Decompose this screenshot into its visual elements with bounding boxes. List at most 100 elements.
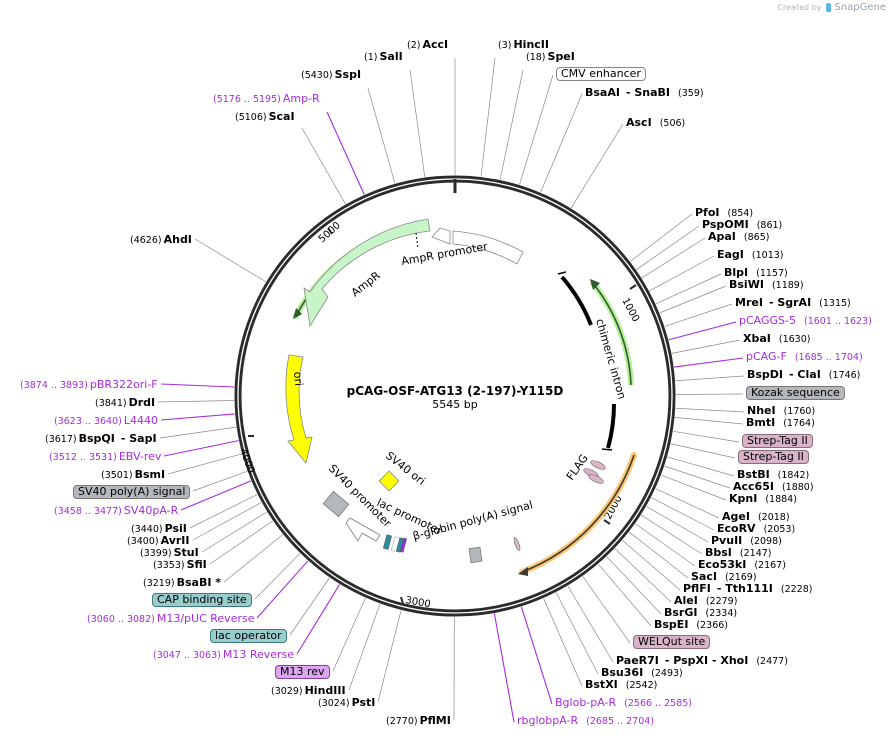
primer-name: rbglobpA-R: [517, 714, 579, 727]
position-label: (2493): [651, 668, 683, 679]
primer-amp-r[interactable]: (5176 .. 5195) Amp-R: [211, 92, 320, 106]
feature-lac-operator[interactable]: lac operator: [210, 629, 287, 643]
position-label: (1746): [828, 370, 861, 381]
enzyme-site-scai[interactable]: (5106) ScaI: [233, 110, 295, 124]
enzyme-site-bstbi[interactable]: BstBI (1842): [737, 468, 811, 482]
enzyme-site-bspdi[interactable]: BspDI - ClaI (1746): [747, 368, 862, 382]
enzyme-site-bsrgi[interactable]: BsrGI (2334): [664, 606, 739, 620]
enzyme-site-kpni[interactable]: KpnI (1884): [729, 492, 799, 506]
feature-sv40-poly-a-signal[interactable]: SV40 poly(A) signal: [73, 485, 191, 499]
enzyme-site-nhei[interactable]: NheI (1760): [747, 404, 817, 418]
primer-name: SV40pA-R: [123, 504, 179, 517]
feature-cmv-enhancer[interactable]: CMV enhancer: [556, 67, 646, 81]
enzyme-site-acci[interactable]: (2) AccI: [405, 38, 448, 52]
enzyme-site-spei[interactable]: (18) SpeI: [524, 50, 575, 64]
chimeric-intron-feature[interactable]: [560, 275, 593, 326]
enzyme-name: AhdI: [163, 233, 192, 246]
enzyme-site-bspei[interactable]: BspEI (2366): [654, 618, 730, 632]
ampr-promoter-feature[interactable]: [431, 227, 451, 245]
enzyme-site-stui[interactable]: (3399) StuI: [138, 546, 199, 560]
enzyme-site-ahdi[interactable]: (4626) AhdI: [128, 233, 192, 247]
enzyme-site-saci[interactable]: SacI (2169): [691, 570, 759, 584]
position-label: (854): [727, 208, 754, 219]
feature-cap-binding-site[interactable]: CAP binding site: [152, 593, 252, 607]
feature-strep-tag-ii[interactable]: Strep-Tag II: [738, 450, 809, 464]
enzyme-site-bmti[interactable]: BmtI (1764): [746, 416, 817, 430]
enzyme-site-bspqi[interactable]: (3617) BspQI - SapI: [43, 432, 157, 446]
enzyme-site-bsiwi[interactable]: BsiWI (1189): [729, 278, 806, 292]
position-label: (5106): [235, 112, 267, 123]
enzyme-site-bstxi[interactable]: BstXI (2542): [585, 678, 659, 692]
enzyme-site-pspomi[interactable]: PspOMI (861): [702, 218, 784, 232]
enzyme-site-sspi[interactable]: (5430) SspI: [299, 68, 361, 82]
feature-strep-tag-ii[interactable]: Strep-Tag II: [742, 434, 813, 448]
enzyme-site-hincii[interactable]: (3) HincII: [496, 38, 549, 52]
position-label: (3841): [95, 398, 127, 409]
enzyme-site-avrii[interactable]: (3400) AvrII: [125, 534, 190, 548]
enzyme-site-blpi[interactable]: BlpI (1157): [724, 266, 790, 280]
ticks: [248, 227, 637, 605]
primer-pbr322ori-f[interactable]: (3874 .. 3893) pBR322ori-F: [18, 378, 158, 392]
feature-welqut-site[interactable]: WELQut site: [633, 635, 711, 649]
position-label: (2366): [696, 620, 729, 631]
enzyme-site-pflfi[interactable]: PflFI - Tth111I (2228): [683, 582, 814, 596]
enzyme-site-pflmi[interactable]: (2770) PflMI: [384, 714, 451, 728]
ampr-feature[interactable]: [303, 218, 431, 328]
position-label: (3047 .. 3063): [153, 650, 221, 661]
enzyme-site-hindiii[interactable]: (3029) HindIII: [269, 684, 346, 698]
primer-ebv-rev[interactable]: (3512 .. 3531) EBV-rev: [47, 450, 161, 464]
enzyme-name: EagI: [717, 248, 744, 261]
enzyme-name: PstI: [351, 696, 376, 709]
enzyme-site-agei[interactable]: AgeI (2018): [722, 510, 792, 524]
primer-bglob-pa-r[interactable]: Bglob-pA-R (2566 .. 2585): [555, 696, 694, 710]
enzyme-name: PsiI: [164, 522, 187, 535]
primer-name: Amp-R: [282, 92, 320, 105]
position-label: (2169): [724, 572, 757, 583]
primer-name: pCAG-F: [746, 350, 787, 363]
primer-name: M13/pUC Reverse: [156, 612, 255, 625]
primer-name: Bglob-pA-R: [555, 696, 617, 709]
primer-pcaggs-5[interactable]: pCAGGS-5 (1601 .. 1623): [739, 314, 874, 328]
enzyme-site-apai[interactable]: ApaI (865): [708, 230, 771, 244]
primer-sv40pa-r[interactable]: (3458 .. 3477) SV40pA-R: [52, 504, 178, 518]
primer-m13-puc-reverse[interactable]: (3060 .. 3082) M13/pUC Reverse: [85, 612, 254, 626]
feature-name: WELQut site: [633, 635, 711, 649]
enzyme-site-bsabi[interactable]: (3219) BsaBI *: [141, 576, 221, 590]
enzyme-site-pfoi[interactable]: PfoI (854): [695, 206, 755, 220]
primer-rbglobpa-r[interactable]: rbglobpA-R (2685 .. 2704): [517, 714, 656, 728]
feature-kozak-sequence[interactable]: Kozak sequence: [746, 386, 845, 400]
enzyme-site-asci[interactable]: AscI (506): [626, 116, 687, 130]
enzyme-site-acc65i[interactable]: Acc65I (1880): [733, 480, 816, 494]
enzyme-site-sfii[interactable]: (3353) SfiI: [151, 558, 207, 572]
enzyme-site-drdi[interactable]: (3841) DrdI: [93, 396, 155, 410]
enzyme-site-eagi[interactable]: EagI (1013): [717, 248, 786, 262]
enzyme-site-ecorv[interactable]: EcoRV (2053): [717, 522, 797, 536]
ori-feature[interactable]: [285, 354, 313, 464]
primer-pcag-f[interactable]: pCAG-F (1685 .. 1704): [746, 350, 865, 364]
enzyme-site-pvuii[interactable]: PvuII (2098): [711, 534, 784, 548]
position-label: (1884): [765, 494, 797, 505]
ampr-label: AmpR: [349, 269, 383, 300]
position-label: (861): [756, 220, 783, 231]
enzyme-site-mrei[interactable]: MreI - SgrAI (1315): [735, 296, 853, 310]
enzyme-site-sali[interactable]: (1) SalI: [362, 50, 403, 64]
enzyme-site-bbsi[interactable]: BbsI (2147): [705, 546, 774, 560]
enzyme-site-bsaai[interactable]: BsaAI - SnaBI (359): [585, 86, 706, 100]
enzyme-site-eco53ki[interactable]: Eco53kI (2167): [698, 558, 788, 572]
primer-m13-reverse[interactable]: (3047 .. 3063) M13 Reverse: [151, 648, 294, 662]
sv40-ori-feature[interactable]: [378, 470, 400, 492]
bglobin-feature[interactable]: [468, 546, 483, 564]
enzyme-site-bsmi[interactable]: (3501) BsmI: [99, 468, 165, 482]
primer-l4440[interactable]: (3623 .. 3640) L4440: [52, 414, 158, 428]
enzyme-site-bsu36i[interactable]: Bsu36I (2493): [601, 666, 685, 680]
feature-name: lac operator: [210, 629, 287, 643]
enzyme-site-psti[interactable]: (3024) PstI: [316, 696, 375, 710]
enzyme-site-xbai[interactable]: XbaI (1630): [743, 332, 812, 346]
enzyme-site-alei[interactable]: AleI (2279): [674, 594, 739, 608]
flag-tags[interactable]: [582, 459, 606, 485]
enzyme-site-paer7i[interactable]: PaeR7I - PspXI - XhoI (2477): [616, 654, 790, 668]
feature-m13-rev[interactable]: M13 rev: [275, 665, 330, 679]
enzyme-site-psii[interactable]: (3440) PsiI: [129, 522, 187, 536]
sv40-promoter-feature[interactable]: [322, 490, 350, 518]
